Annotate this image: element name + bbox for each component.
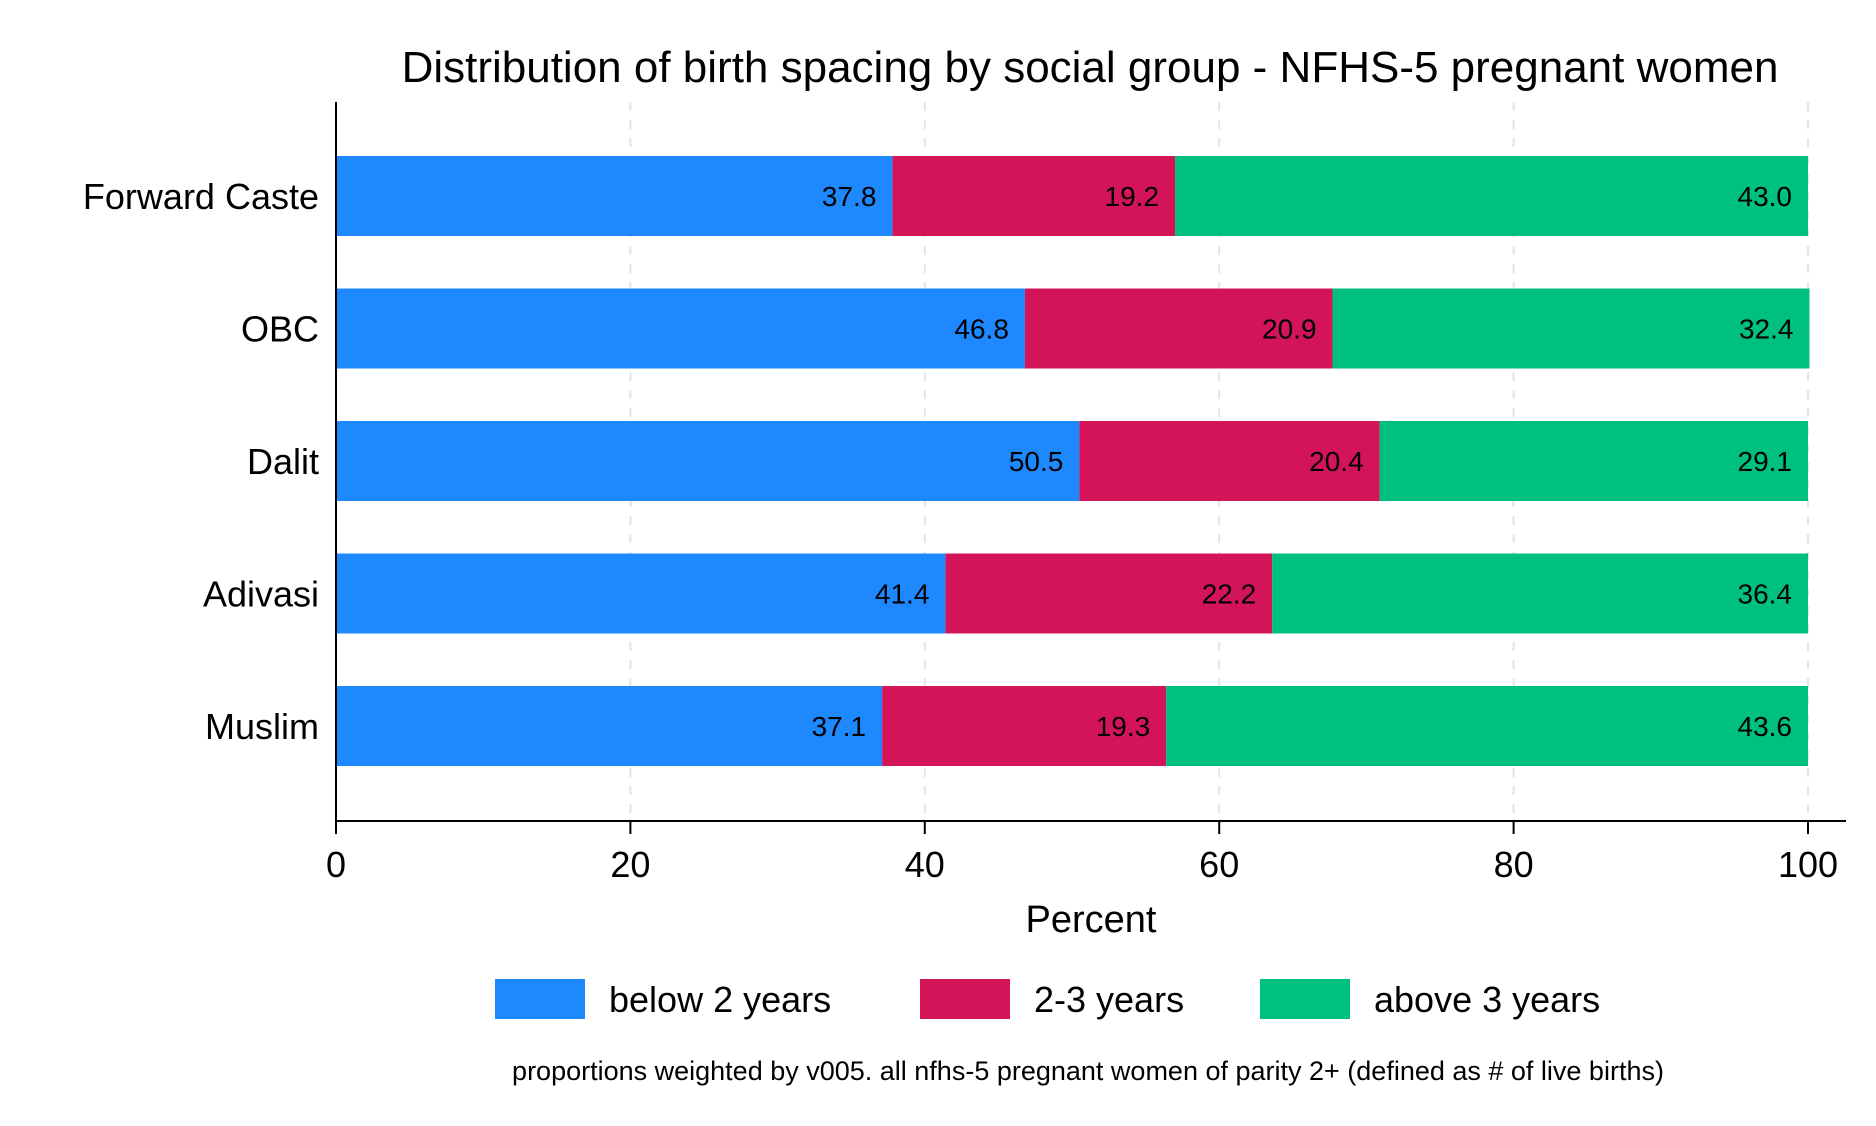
bar-segment xyxy=(892,156,1176,236)
bar-segment xyxy=(945,553,1273,634)
bar-value-label: 22.2 xyxy=(1202,579,1257,610)
x-tick-label: 20 xyxy=(610,844,650,885)
bar-segment xyxy=(1166,686,1808,766)
bar-value-label: 37.8 xyxy=(822,181,877,212)
y-axis-category-labels: Forward Caste OBC Dalit Adivasi Muslim xyxy=(83,176,319,747)
x-tick-label: 40 xyxy=(905,844,945,885)
bar-value-label: 19.3 xyxy=(1096,711,1151,742)
legend-label: above 3 years xyxy=(1374,979,1600,1020)
x-tick-label: 60 xyxy=(1199,844,1239,885)
x-axis-ticks: 0 20 40 60 80 100 xyxy=(326,821,1838,885)
bar-segment xyxy=(1332,288,1810,369)
category-label: Muslim xyxy=(205,706,319,747)
category-label: Forward Caste xyxy=(83,176,319,217)
bar-value-label: 36.4 xyxy=(1738,579,1793,610)
legend-swatch xyxy=(920,979,1010,1019)
bar-segment xyxy=(336,421,1080,501)
legend-swatch xyxy=(495,979,585,1019)
category-label: Adivasi xyxy=(203,574,319,615)
bar-segment xyxy=(336,156,893,236)
bar-value-label: 41.4 xyxy=(875,579,930,610)
bar-segment xyxy=(336,288,1025,369)
legend-label: 2-3 years xyxy=(1034,979,1184,1020)
bar-segment xyxy=(1379,421,1808,501)
x-tick-label: 80 xyxy=(1494,844,1534,885)
bar-value-label: 37.1 xyxy=(812,711,867,742)
bars xyxy=(336,156,1810,766)
bar-segment xyxy=(1079,421,1380,501)
bar-value-label: 19.2 xyxy=(1105,181,1160,212)
bar-segment xyxy=(1024,288,1333,369)
bar-value-label: 46.8 xyxy=(954,314,1009,345)
x-tick-label: 100 xyxy=(1778,844,1838,885)
legend-label: below 2 years xyxy=(609,979,831,1020)
category-label: OBC xyxy=(241,309,319,350)
bar-segment xyxy=(336,686,883,766)
bar-value-label: 43.6 xyxy=(1738,711,1793,742)
bar-value-label: 32.4 xyxy=(1739,314,1794,345)
category-label: Dalit xyxy=(247,441,319,482)
bar-value-label: 20.4 xyxy=(1309,446,1364,477)
bar-segment xyxy=(882,686,1167,766)
bar-segment xyxy=(1272,553,1808,634)
bar-value-labels: 37.8 19.2 43.0 46.8 20.9 32.4 50.5 20.4 29.1 41.4… xyxy=(812,181,1794,742)
bar-segment xyxy=(336,553,946,634)
bar-value-label: 20.9 xyxy=(1262,314,1317,345)
x-axis-label: Percent xyxy=(1026,899,1157,941)
bar-segment xyxy=(1175,156,1808,236)
chart-note: proportions weighted by v005. all nfhs-5… xyxy=(512,1056,1664,1086)
bar-value-label: 50.5 xyxy=(1009,446,1064,477)
bar-value-label: 29.1 xyxy=(1738,446,1793,477)
legend: below 2 years 2-3 years above 3 years xyxy=(495,979,1600,1020)
x-tick-label: 0 xyxy=(326,844,346,885)
bar-value-label: 43.0 xyxy=(1738,181,1793,212)
chart-title: Distribution of birth spacing by social … xyxy=(402,43,1779,92)
legend-swatch xyxy=(1260,979,1350,1019)
